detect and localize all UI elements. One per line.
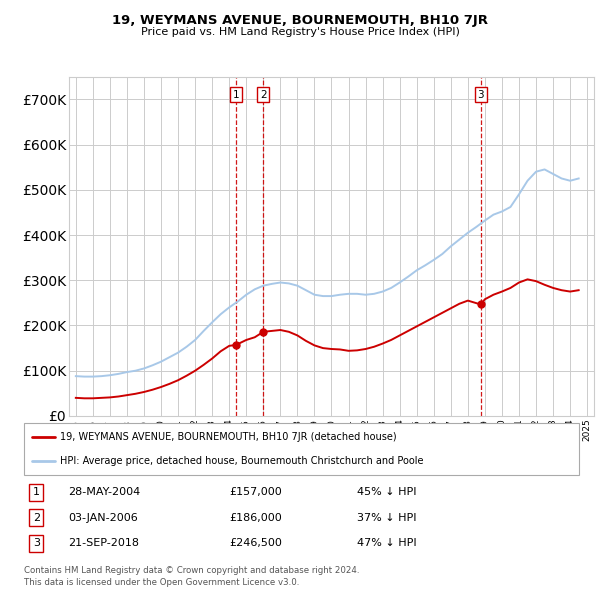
Text: £186,000: £186,000 xyxy=(229,513,282,523)
Text: 45% ↓ HPI: 45% ↓ HPI xyxy=(357,487,416,497)
Text: 03-JAN-2006: 03-JAN-2006 xyxy=(68,513,138,523)
Text: This data is licensed under the Open Government Licence v3.0.: This data is licensed under the Open Gov… xyxy=(24,578,299,587)
Text: Price paid vs. HM Land Registry's House Price Index (HPI): Price paid vs. HM Land Registry's House … xyxy=(140,28,460,37)
Text: 37% ↓ HPI: 37% ↓ HPI xyxy=(357,513,416,523)
Text: 2: 2 xyxy=(260,90,266,100)
Text: 2: 2 xyxy=(32,513,40,523)
Text: 21-SEP-2018: 21-SEP-2018 xyxy=(68,538,139,548)
Text: 1: 1 xyxy=(33,487,40,497)
Text: 3: 3 xyxy=(33,538,40,548)
Text: 47% ↓ HPI: 47% ↓ HPI xyxy=(357,538,416,548)
Text: Contains HM Land Registry data © Crown copyright and database right 2024.: Contains HM Land Registry data © Crown c… xyxy=(24,566,359,575)
Text: 28-MAY-2004: 28-MAY-2004 xyxy=(68,487,140,497)
Text: HPI: Average price, detached house, Bournemouth Christchurch and Poole: HPI: Average price, detached house, Bour… xyxy=(60,456,424,466)
Text: 3: 3 xyxy=(478,90,484,100)
Text: 19, WEYMANS AVENUE, BOURNEMOUTH, BH10 7JR: 19, WEYMANS AVENUE, BOURNEMOUTH, BH10 7J… xyxy=(112,14,488,27)
Text: 1: 1 xyxy=(233,90,239,100)
Text: 19, WEYMANS AVENUE, BOURNEMOUTH, BH10 7JR (detached house): 19, WEYMANS AVENUE, BOURNEMOUTH, BH10 7J… xyxy=(60,432,397,442)
FancyBboxPatch shape xyxy=(24,423,579,475)
Text: £246,500: £246,500 xyxy=(229,538,282,548)
Text: £157,000: £157,000 xyxy=(229,487,282,497)
